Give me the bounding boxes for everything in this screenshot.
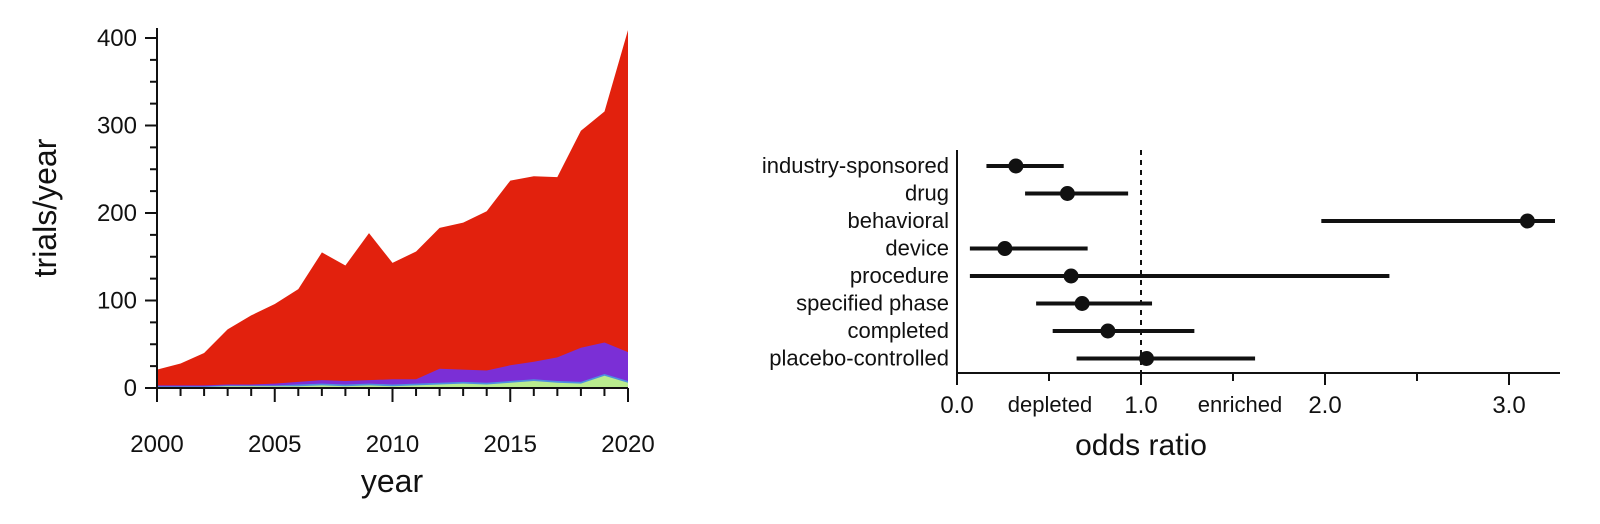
or-tick-label: 1.0 [1124, 392, 1157, 419]
row-label: behavioral [847, 208, 949, 233]
annotation-depleted: depleted [1008, 392, 1092, 417]
annotation-enriched: enriched [1198, 392, 1282, 417]
forest-x-ticks: 0.0 1.0 2.0 3.0 [940, 373, 1526, 419]
forest-plot: 0.0 1.0 2.0 3.0 industry-sponsored drugbehav… [762, 150, 1560, 462]
row-label: specified phase [796, 291, 949, 316]
odds-ratio-point [1059, 186, 1075, 201]
x-axis-ticks: 2000 2005 2010 2015 2020 [130, 388, 655, 458]
x-tick-label: 2010 [366, 431, 419, 458]
odds-ratio-point [1519, 213, 1535, 229]
y-axis-title: trials/year [27, 138, 63, 277]
x-axis-title: year [361, 463, 424, 499]
x-tick-label: 2015 [484, 431, 537, 458]
y-tick-label: 0 [124, 375, 137, 402]
area-series-group [157, 30, 628, 388]
odds-ratio-point [1100, 323, 1116, 339]
x-tick-label: 2020 [601, 431, 654, 458]
row-label: industry-sponsored [762, 153, 949, 178]
row-label: device [885, 236, 949, 261]
y-tick-label: 100 [97, 288, 137, 315]
row-label: completed [847, 318, 949, 343]
y-axis-ticks: 0 100 200 300 400 [97, 25, 157, 402]
forest-x-axis-title: odds ratio [1075, 429, 1207, 462]
y-tick-label: 200 [97, 200, 137, 227]
row-label: placebo-controlled [769, 346, 949, 371]
y-tick-label: 300 [97, 113, 137, 140]
or-tick-label: 2.0 [1308, 392, 1341, 419]
or-tick-label: 0.0 [940, 392, 973, 419]
x-tick-label: 2000 [130, 431, 183, 458]
odds-ratio-point [997, 241, 1013, 256]
odds-ratio-point [1139, 351, 1155, 366]
odds-ratio-point [1074, 296, 1090, 311]
odds-ratio-point [1063, 268, 1079, 284]
x-tick-label: 2005 [248, 431, 301, 458]
odds-ratio-point [1008, 158, 1024, 174]
area-series-0 [157, 375, 628, 388]
area-series-2 [157, 342, 628, 388]
y-tick-label: 400 [97, 25, 137, 52]
area-series-3 [157, 30, 628, 388]
row-label: drug [905, 181, 949, 206]
row-label: procedure [850, 263, 949, 288]
or-tick-label: 3.0 [1492, 392, 1525, 419]
